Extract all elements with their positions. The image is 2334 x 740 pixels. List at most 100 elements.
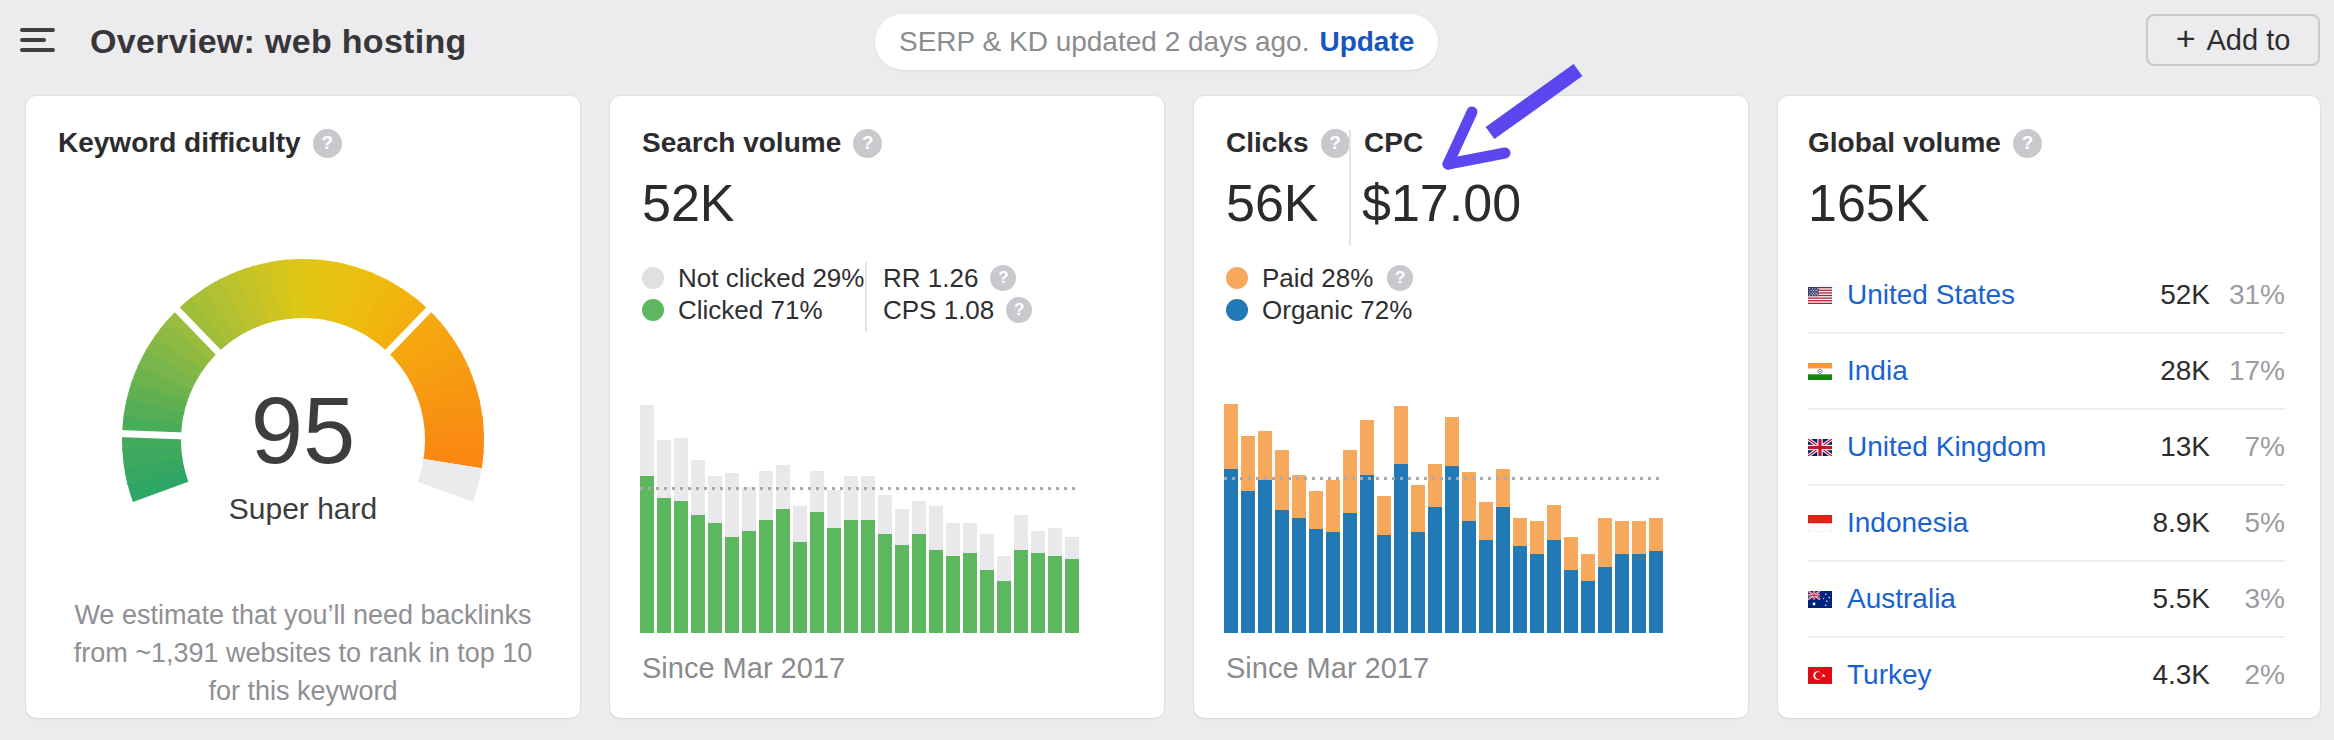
keyword-difficulty-title: Keyword difficulty [58,126,301,160]
flag-icon-gb [1808,439,1832,456]
bar [1065,537,1079,633]
add-to-label: Add to [2207,24,2291,57]
average-dotted-line [640,487,1080,490]
bar [1445,417,1459,633]
country-volume: 4.3K [2130,659,2210,691]
average-dotted-line [1224,477,1664,480]
bar [1530,521,1544,633]
organic-dot [1226,299,1248,321]
menu-icon[interactable] [20,28,56,53]
help-icon[interactable]: ? [853,129,882,158]
country-volume: 5.5K [2130,583,2210,615]
bar [1598,518,1612,633]
clicks-cpc-divider [1349,130,1351,246]
country-volume: 13K [2130,431,2210,463]
bar [674,438,688,633]
country-volume: 8.9K [2130,507,2210,539]
bar [827,490,841,633]
bar [1031,531,1045,633]
bar [1615,521,1629,633]
flag-icon-in [1808,363,1832,380]
country-link[interactable]: India [1847,355,1908,387]
bar [708,476,722,633]
bar [759,471,773,633]
country-row: United Kingdom 13K7% [1808,410,2285,486]
bar [793,506,807,633]
country-link[interactable]: Australia [1847,583,1956,615]
bar [1462,472,1476,633]
help-icon[interactable]: ? [1006,297,1032,323]
clicks-title: Clicks [1226,126,1309,160]
difficulty-value: 95 [26,381,580,481]
bar [810,471,824,633]
bar [691,460,705,633]
keyword-difficulty-card: Keyword difficulty ? 95 Super hard We es… [26,96,580,718]
bar [1513,518,1527,633]
country-link[interactable]: Turkey [1847,659,1932,691]
help-icon[interactable]: ? [2013,129,2042,158]
clicks-legend: Paid 28% ? Organic 72% [1226,262,1413,326]
flag-icon-id [1808,515,1832,532]
flag-icon-au [1808,591,1832,608]
bar [1241,436,1255,633]
global-volume-value: 165K [1808,174,1929,232]
bar [1547,505,1561,633]
bar [878,495,892,633]
country-link[interactable]: United Kingdom [1847,431,2046,463]
country-link[interactable]: United States [1847,279,2015,311]
bar [1048,528,1062,633]
bar [1479,502,1493,633]
bar [1428,464,1442,633]
add-to-button[interactable]: + Add to [2146,14,2320,66]
bar [1564,537,1578,633]
bar [725,473,739,633]
country-volume: 52K [2130,279,2210,311]
page-title: Overview: web hosting [90,22,467,60]
country-row: United States52K31% [1808,258,2285,334]
since-label: Since Mar 2017 [642,652,845,685]
flag-icon-tr [1808,667,1832,684]
bar [1411,485,1425,633]
bar [742,487,756,633]
legend-organic: Organic 72% [1226,294,1413,326]
bar [1394,406,1408,633]
cpc-value: $17.00 [1362,174,1521,232]
bar [963,523,977,633]
search-volume-value: 52K [642,174,735,232]
return-rate: RR 1.26 ? [883,262,1032,294]
page: Overview: web hosting SERP & KD updated … [0,0,2334,740]
country-percent: 17% [2210,355,2285,387]
since-label: Since Mar 2017 [1226,652,1429,685]
bar [1649,518,1663,633]
difficulty-description: We estimate that you’ll need backlinks f… [26,596,580,710]
country-percent: 2% [2210,659,2285,691]
update-status-text: SERP & KD updated 2 days ago. [899,26,1309,58]
bar [946,523,960,633]
global-volume-title: Global volume [1808,126,2001,160]
bar [929,506,943,633]
legend-not-clicked: Not clicked 29% [642,262,864,294]
clicks-card: Clicks ? CPC 56K $17.00 Paid 28% ? Organ… [1194,96,1748,718]
bar [657,440,671,633]
bar [912,501,926,633]
bar [1292,475,1306,633]
update-link[interactable]: Update [1319,26,1414,58]
help-icon[interactable]: ? [990,265,1016,291]
help-icon[interactable]: ? [1387,265,1413,291]
country-link[interactable]: Indonesia [1847,507,1968,539]
bar [980,534,994,633]
country-volume: 28K [2130,355,2210,387]
bar [640,405,654,633]
bar [895,509,909,633]
bar [1326,480,1340,633]
search-volume-metrics: RR 1.26 ? CPS 1.08 ? [883,262,1032,326]
country-percent: 5% [2210,507,2285,539]
bar [1360,420,1374,633]
search-volume-chart [640,393,1080,633]
help-icon[interactable]: ? [1321,129,1350,158]
bar [844,476,858,633]
flag-icon-us [1808,287,1832,304]
help-icon[interactable]: ? [313,129,342,158]
not-clicked-dot [642,267,664,289]
country-percent: 7% [2210,431,2285,463]
